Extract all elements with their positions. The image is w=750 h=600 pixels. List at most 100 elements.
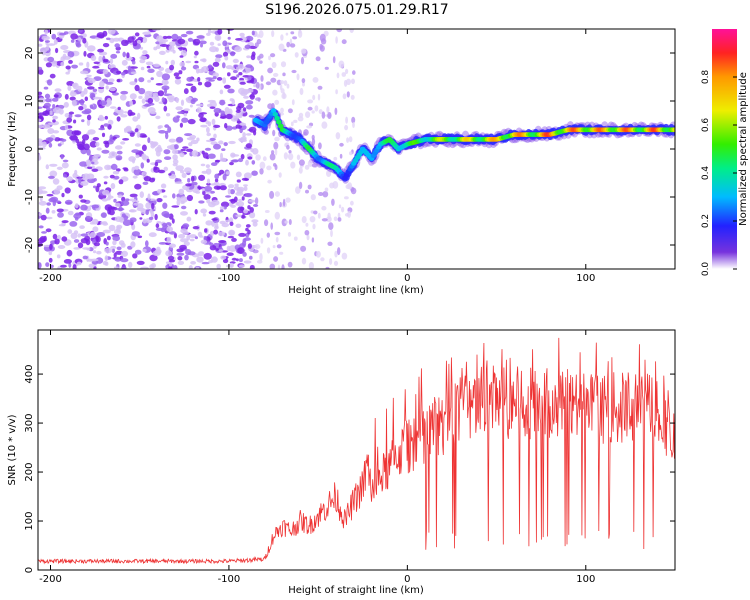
noise-speck	[211, 199, 220, 206]
noise-speck	[164, 213, 171, 218]
noise-speck	[122, 138, 130, 141]
noise-speck	[288, 150, 292, 154]
noise-speck	[223, 84, 231, 89]
noise-speck	[62, 159, 69, 163]
noise-speck	[337, 217, 342, 222]
noise-speck	[327, 112, 332, 119]
noise-speck	[64, 187, 71, 194]
noise-speck	[184, 167, 192, 174]
noise-speck	[52, 233, 58, 240]
noise-speck	[280, 88, 285, 94]
noise-speck	[215, 54, 223, 59]
noise-speck	[235, 171, 242, 178]
noise-speck	[148, 232, 157, 238]
noise-speck	[130, 241, 136, 248]
noise-speck	[347, 182, 353, 190]
noise-speck	[292, 36, 297, 40]
noise-speck	[114, 145, 123, 150]
spectrogram-ridge	[251, 107, 675, 184]
noise-speck	[132, 175, 138, 179]
noise-speck	[271, 61, 277, 69]
noise-speck	[154, 161, 159, 167]
noise-speck	[197, 231, 203, 237]
noise-speck	[251, 30, 255, 36]
noise-speck	[239, 139, 248, 143]
noise-speck	[69, 96, 76, 101]
y-tick-label: -10	[24, 189, 35, 205]
noise-speck	[86, 159, 91, 165]
noise-speck	[140, 266, 149, 269]
noise-speck	[214, 159, 221, 163]
noise-speck	[266, 232, 270, 238]
noise-speck	[245, 64, 253, 68]
noise-speck	[248, 45, 258, 50]
noise-speck	[103, 58, 109, 63]
noise-speck	[224, 107, 230, 113]
noise-speck	[177, 260, 185, 265]
noise-speck	[349, 29, 354, 33]
noise-speck	[123, 111, 128, 114]
noise-speck	[287, 232, 292, 237]
noise-speck	[186, 234, 191, 241]
noise-speck	[120, 258, 129, 263]
noise-speck	[149, 254, 158, 262]
noise-speck	[77, 85, 83, 92]
noise-speck	[299, 87, 304, 96]
noise-speck	[271, 30, 275, 38]
noise-speck	[219, 116, 227, 119]
noise-speck	[77, 242, 84, 249]
noise-speck	[95, 235, 99, 243]
noise-speck	[107, 206, 116, 210]
noise-speck	[187, 251, 196, 256]
noise-speck	[141, 144, 147, 152]
noise-speck	[169, 64, 175, 71]
noise-speck	[53, 39, 58, 45]
noise-speck	[57, 245, 66, 249]
snr-x-label: Height of straight line (km)	[288, 585, 424, 596]
noise-speck	[211, 118, 216, 125]
noise-speck	[332, 56, 336, 64]
noise-speck	[80, 199, 87, 203]
noise-speck	[198, 113, 204, 118]
noise-speck	[225, 125, 233, 131]
colorbar-tick-label: 0.6	[701, 118, 711, 133]
noise-speck	[180, 211, 188, 216]
noise-speck	[149, 208, 153, 214]
noise-speck	[92, 250, 97, 254]
noise-speck	[68, 262, 72, 268]
noise-speck	[189, 238, 195, 242]
noise-speck	[235, 223, 242, 228]
noise-speck	[173, 72, 180, 77]
noise-speck	[343, 168, 346, 172]
noise-speck	[138, 87, 146, 95]
noise-speck	[40, 214, 47, 221]
noise-speck	[274, 191, 280, 197]
y-tick-label: 0	[24, 146, 35, 152]
noise-speck	[321, 218, 328, 222]
noise-speck	[200, 239, 208, 244]
noise-speck	[311, 110, 315, 114]
noise-speck	[324, 187, 329, 192]
noise-speck	[216, 263, 221, 269]
noise-speck	[213, 124, 221, 128]
noise-speck	[248, 114, 255, 118]
noise-speck	[311, 237, 315, 243]
noise-speck	[338, 60, 345, 68]
noise-speck	[81, 119, 85, 123]
noise-speck	[73, 230, 79, 235]
noise-speck	[235, 38, 243, 41]
noise-speck	[86, 119, 91, 126]
noise-speck	[195, 191, 201, 194]
noise-speck	[79, 225, 85, 230]
noise-speck	[303, 131, 307, 136]
noise-speck	[333, 156, 338, 161]
noise-speck	[282, 72, 286, 77]
noise-speck	[104, 141, 110, 148]
noise-speck	[206, 178, 211, 184]
noise-speck	[129, 209, 135, 213]
noise-speck	[158, 242, 168, 245]
noise-speck	[104, 247, 113, 254]
noise-speck	[230, 76, 238, 81]
noise-speck	[161, 73, 171, 81]
